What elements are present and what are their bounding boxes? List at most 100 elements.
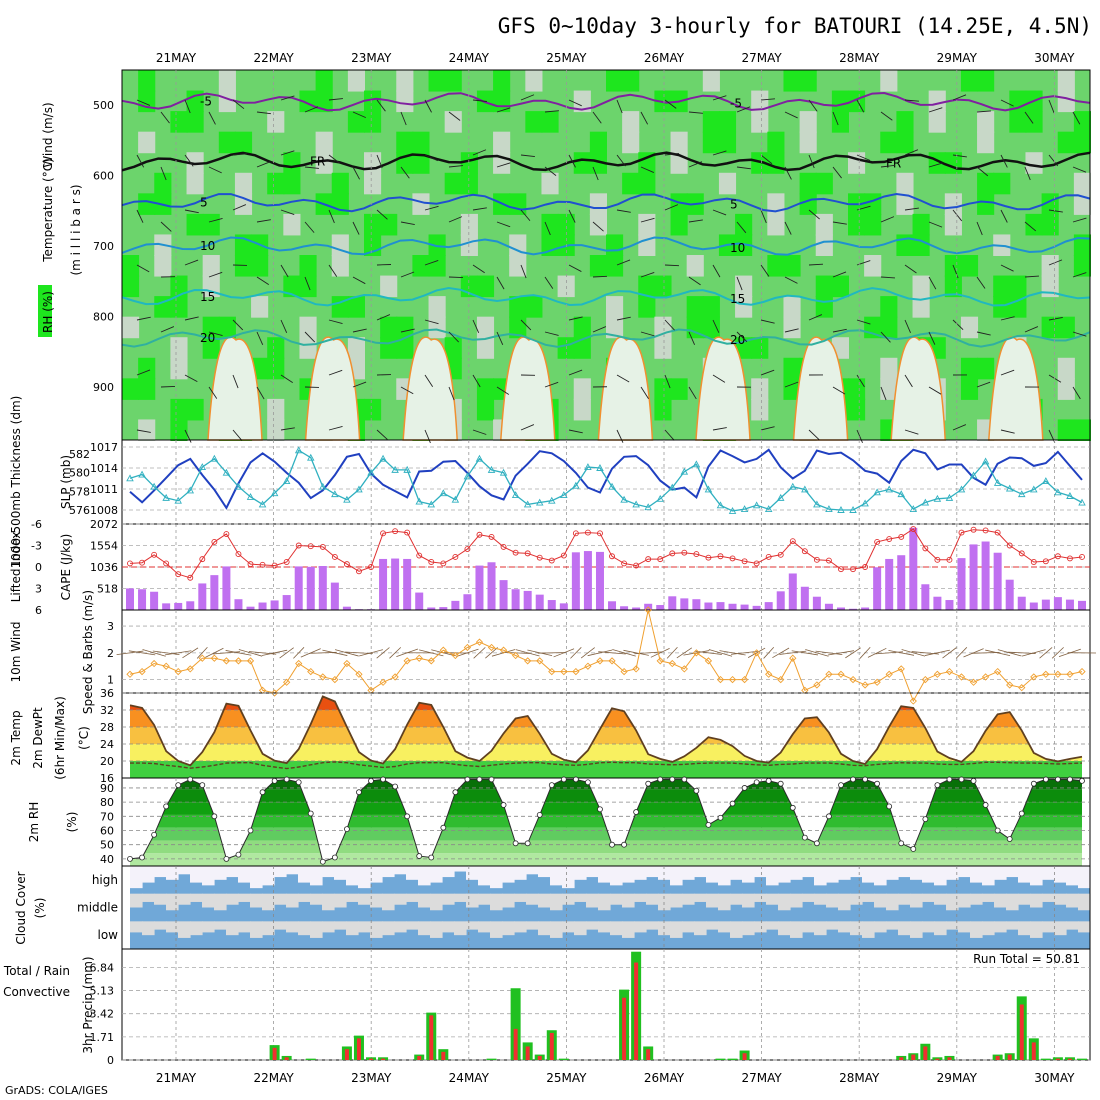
cloud-cell [850, 866, 863, 878]
wind-speed-point [608, 657, 616, 665]
cloud-cell [958, 866, 971, 878]
rh-high-cell [896, 234, 914, 256]
wind-speed-point [403, 657, 411, 665]
rh-band [130, 827, 1082, 841]
wind-barb [760, 369, 775, 376]
axis-label: (%) [65, 812, 79, 833]
rh-high-cell [315, 90, 333, 113]
rh-low-cell [783, 316, 801, 339]
cloud-cell [346, 866, 359, 886]
wind-barb [736, 106, 751, 113]
wind-barb [496, 386, 510, 395]
cloud-cell [382, 921, 395, 936]
rh-high-cell [283, 172, 301, 195]
wind-barb [280, 319, 288, 333]
wind-barb [592, 111, 602, 124]
cape-bar [1005, 579, 1014, 610]
precip-total-bar [510, 988, 521, 1060]
lifted-index-point [813, 556, 820, 563]
rh-high-cell [654, 378, 672, 400]
rh-low-cell [396, 70, 414, 92]
wind-speed-point [632, 665, 640, 673]
rh-high-cell [541, 234, 559, 256]
cape-bar [487, 562, 496, 610]
wind-barb [976, 331, 991, 336]
cape-bar [945, 600, 954, 610]
rh-point [789, 804, 796, 811]
rh-point [826, 813, 832, 820]
wind-barb [952, 209, 963, 222]
cloud-cell [418, 893, 431, 908]
y-tick-label: 24 [100, 738, 114, 751]
rh-low-cell [1057, 70, 1075, 92]
cloud-cell [214, 921, 227, 930]
cape-bar [1041, 599, 1050, 610]
cloud-cell [310, 921, 323, 938]
thickness-point [861, 499, 869, 507]
lifted-index-point [982, 527, 989, 534]
cloud-cell [994, 866, 1007, 880]
cape-bar [595, 551, 604, 610]
wind-barb [1039, 647, 1053, 659]
wind-barb [160, 326, 175, 333]
cloud-cell [466, 893, 479, 908]
cape-bar [885, 558, 894, 610]
cape-bar [788, 573, 797, 610]
cloud-cell [994, 893, 1007, 908]
wind-speed-point [210, 654, 218, 662]
lifted-index-point [970, 526, 977, 533]
cloud-cell [742, 866, 755, 883]
thickness-point [933, 494, 942, 502]
wind-barb [760, 319, 775, 324]
wind-barb [1024, 326, 1039, 333]
wind-barb [815, 650, 843, 655]
rh-high-cell [589, 131, 607, 154]
wind-barb [664, 153, 679, 156]
rh-high-cell [960, 378, 979, 400]
wind-barb [424, 259, 439, 266]
wind-speed-point [644, 606, 652, 614]
cloud-cell [334, 893, 347, 908]
cloud-cell [1006, 893, 1019, 911]
cloud-cell [1078, 866, 1091, 889]
rh-low-cell [1057, 357, 1075, 380]
cloud-cell [214, 893, 227, 911]
rh-high-cell [444, 172, 462, 195]
cloud-cell [766, 866, 779, 886]
cloud-cell [466, 866, 479, 880]
wind-barb [152, 650, 180, 656]
wind-barb [304, 331, 316, 343]
y-tick-label: 6.84 [90, 961, 115, 974]
wind-barb [376, 314, 391, 321]
wind-barb [279, 647, 294, 659]
cloud-cell [934, 921, 947, 936]
rh-point [223, 856, 230, 862]
thickness-point [993, 478, 1002, 486]
rh-high-cell [412, 152, 430, 174]
wind-barb [832, 221, 847, 225]
wind-barb [472, 319, 480, 333]
precip-conv-bar [622, 997, 627, 1060]
wind-barb [827, 650, 855, 656]
wind-barb [322, 649, 348, 656]
wind-speed-point [994, 667, 1002, 676]
rh-high-cell [138, 193, 156, 215]
rh-low-cell [880, 70, 898, 92]
wind-speed-point [475, 638, 484, 646]
precip-conv-bar [513, 1028, 518, 1060]
y-tick-label: 576 [69, 504, 90, 517]
rh-point [753, 779, 760, 786]
cape-bar [198, 583, 207, 610]
rh-point [777, 780, 784, 787]
cape-bar [475, 565, 484, 610]
rh-point [247, 827, 254, 834]
cape-bar [511, 589, 520, 610]
cloud-cell [1018, 866, 1031, 883]
cloud-cell [826, 921, 839, 930]
cape-bar [1053, 597, 1062, 610]
wind-barb [736, 221, 747, 234]
wind-barb [128, 650, 156, 656]
rh-point [211, 813, 218, 820]
wind-barb [976, 276, 986, 289]
lifted-index-point [560, 552, 567, 559]
